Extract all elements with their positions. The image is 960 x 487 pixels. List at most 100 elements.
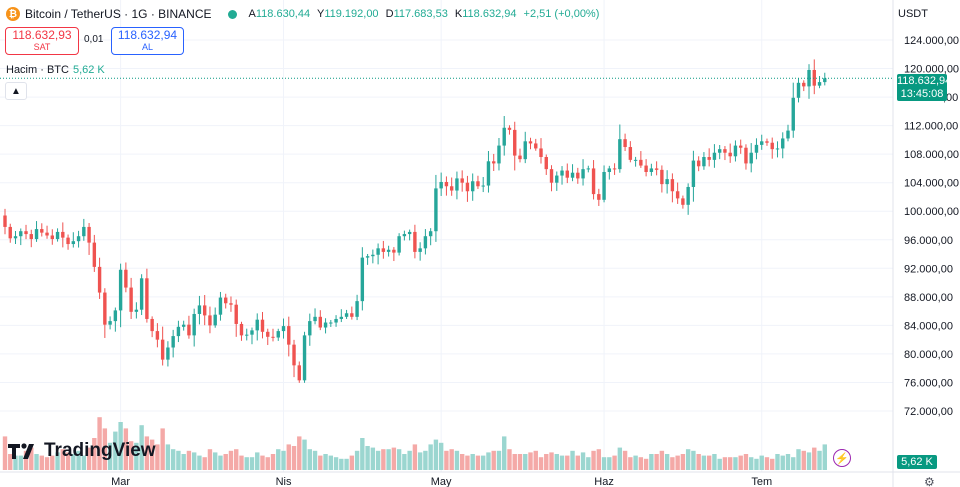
volume-bar [481, 455, 486, 470]
candle-body [465, 182, 470, 192]
candle-body [339, 316, 344, 319]
candle-body [8, 226, 12, 239]
price-tick-label: 124.000,00 [904, 35, 959, 47]
candle-body [654, 168, 659, 170]
candle-body [413, 231, 417, 252]
buy-button[interactable]: 118.632,94 AL [111, 27, 184, 55]
candle-body [665, 179, 669, 185]
volume-bar [39, 455, 44, 470]
candle-body [61, 231, 65, 238]
volume-bar [796, 449, 801, 470]
volume-bar [13, 455, 18, 470]
time-axis[interactable]: Mar Nis May Haz Tem [0, 471, 960, 487]
volume-bar [391, 447, 397, 470]
candle-body [717, 149, 722, 153]
volume-bar [349, 455, 355, 470]
time-tick-label: Haz [594, 476, 614, 487]
candle-body [423, 236, 428, 249]
tradingview-logo[interactable]: TradingView [8, 440, 156, 462]
candle-body [702, 157, 706, 167]
gear-icon[interactable]: ⚙ [924, 475, 935, 487]
candle-body [287, 326, 291, 345]
candle-body [160, 339, 165, 360]
buy-price: 118.632,94 [117, 28, 178, 42]
symbol-header[interactable]: ₿ Bitcoin / TetherUS · 1G · BINANCE A118… [6, 5, 603, 23]
candle-body [670, 179, 675, 192]
low-value: 117.683,53 [393, 8, 448, 20]
currency-selector[interactable]: USDT [898, 8, 928, 20]
volume-bar [733, 457, 738, 470]
candle-body [823, 78, 827, 83]
candle-body [87, 226, 91, 243]
candle-body [728, 152, 732, 157]
volume-bar [202, 457, 207, 470]
volume-bar [118, 422, 123, 470]
candle-body [34, 229, 39, 240]
volume-legend[interactable]: Hacim · BTC 5,62 K [6, 64, 105, 76]
volume-bar [549, 452, 554, 470]
candle-body [376, 248, 380, 255]
spread-value: 0,01 [84, 34, 104, 45]
candle-body [365, 256, 370, 258]
volume-bar [685, 449, 691, 470]
candle-body [271, 336, 275, 338]
sell-price: 118.632,93 [12, 28, 72, 42]
chevron-up-icon[interactable]: ▲ [5, 82, 27, 100]
volume-bar [743, 454, 749, 470]
volume-bar [459, 454, 465, 470]
volume-bar [528, 452, 533, 470]
price-axis[interactable]: 72.000,00 76.000,00 80.000,00 84.000,00 88.0… [892, 0, 959, 487]
volume-bar [8, 454, 13, 470]
volume-bar [291, 446, 297, 470]
candle-body [344, 313, 349, 317]
price-tick-label: 72.000,00 [904, 406, 953, 418]
volume-bar [680, 454, 686, 470]
price-tick-label: 88.000,00 [904, 292, 953, 304]
volume-bar [812, 447, 817, 470]
sell-button[interactable]: 118.632,93 SAT [5, 27, 79, 55]
candle-body [455, 178, 459, 191]
volume-bar [454, 450, 460, 470]
candle-body [628, 147, 633, 160]
candle-body [386, 249, 391, 252]
volume-bar [775, 454, 780, 470]
volume-bar [144, 436, 150, 470]
candle-body [428, 231, 433, 237]
volume-bar [323, 454, 328, 470]
candle-body [292, 344, 296, 366]
volume-bar [333, 457, 339, 470]
price-tick-label: 96.000,00 [904, 235, 953, 247]
volume-bar [643, 458, 649, 470]
volume-bar [575, 455, 580, 470]
candle-body [486, 161, 491, 186]
candle-body [187, 324, 191, 336]
volume-bar [801, 450, 806, 470]
symbol-title[interactable]: Bitcoin / TetherUS · 1G · BINANCE [25, 7, 212, 21]
volume-bar [554, 454, 559, 470]
candle-body [760, 141, 764, 145]
candle-body [113, 310, 118, 322]
candle-body [71, 241, 76, 245]
tradingview-icon [8, 443, 34, 459]
ohlc-values: A118.630,44 Y119.192,00 D117.683,53 K118… [248, 8, 600, 20]
candle-body [649, 168, 654, 172]
volume-bar [281, 450, 286, 470]
candle-body [570, 172, 575, 178]
candle-body [507, 127, 512, 130]
market-status-icon[interactable] [227, 9, 237, 19]
candle-body [418, 248, 422, 252]
lightning-icon[interactable]: ⚡ [833, 449, 851, 467]
last-price-value: 118.632,94 [897, 75, 952, 87]
volume-bar [754, 458, 759, 470]
volume-bar [533, 450, 538, 470]
volume-bar [444, 450, 449, 470]
price-tick-label: 84.000,00 [904, 320, 953, 332]
candle-body [3, 215, 7, 227]
candle-body [549, 169, 554, 183]
candle-body [297, 365, 301, 381]
candle-body [239, 323, 244, 336]
candle-body [586, 168, 591, 170]
volume-bar [617, 447, 623, 470]
